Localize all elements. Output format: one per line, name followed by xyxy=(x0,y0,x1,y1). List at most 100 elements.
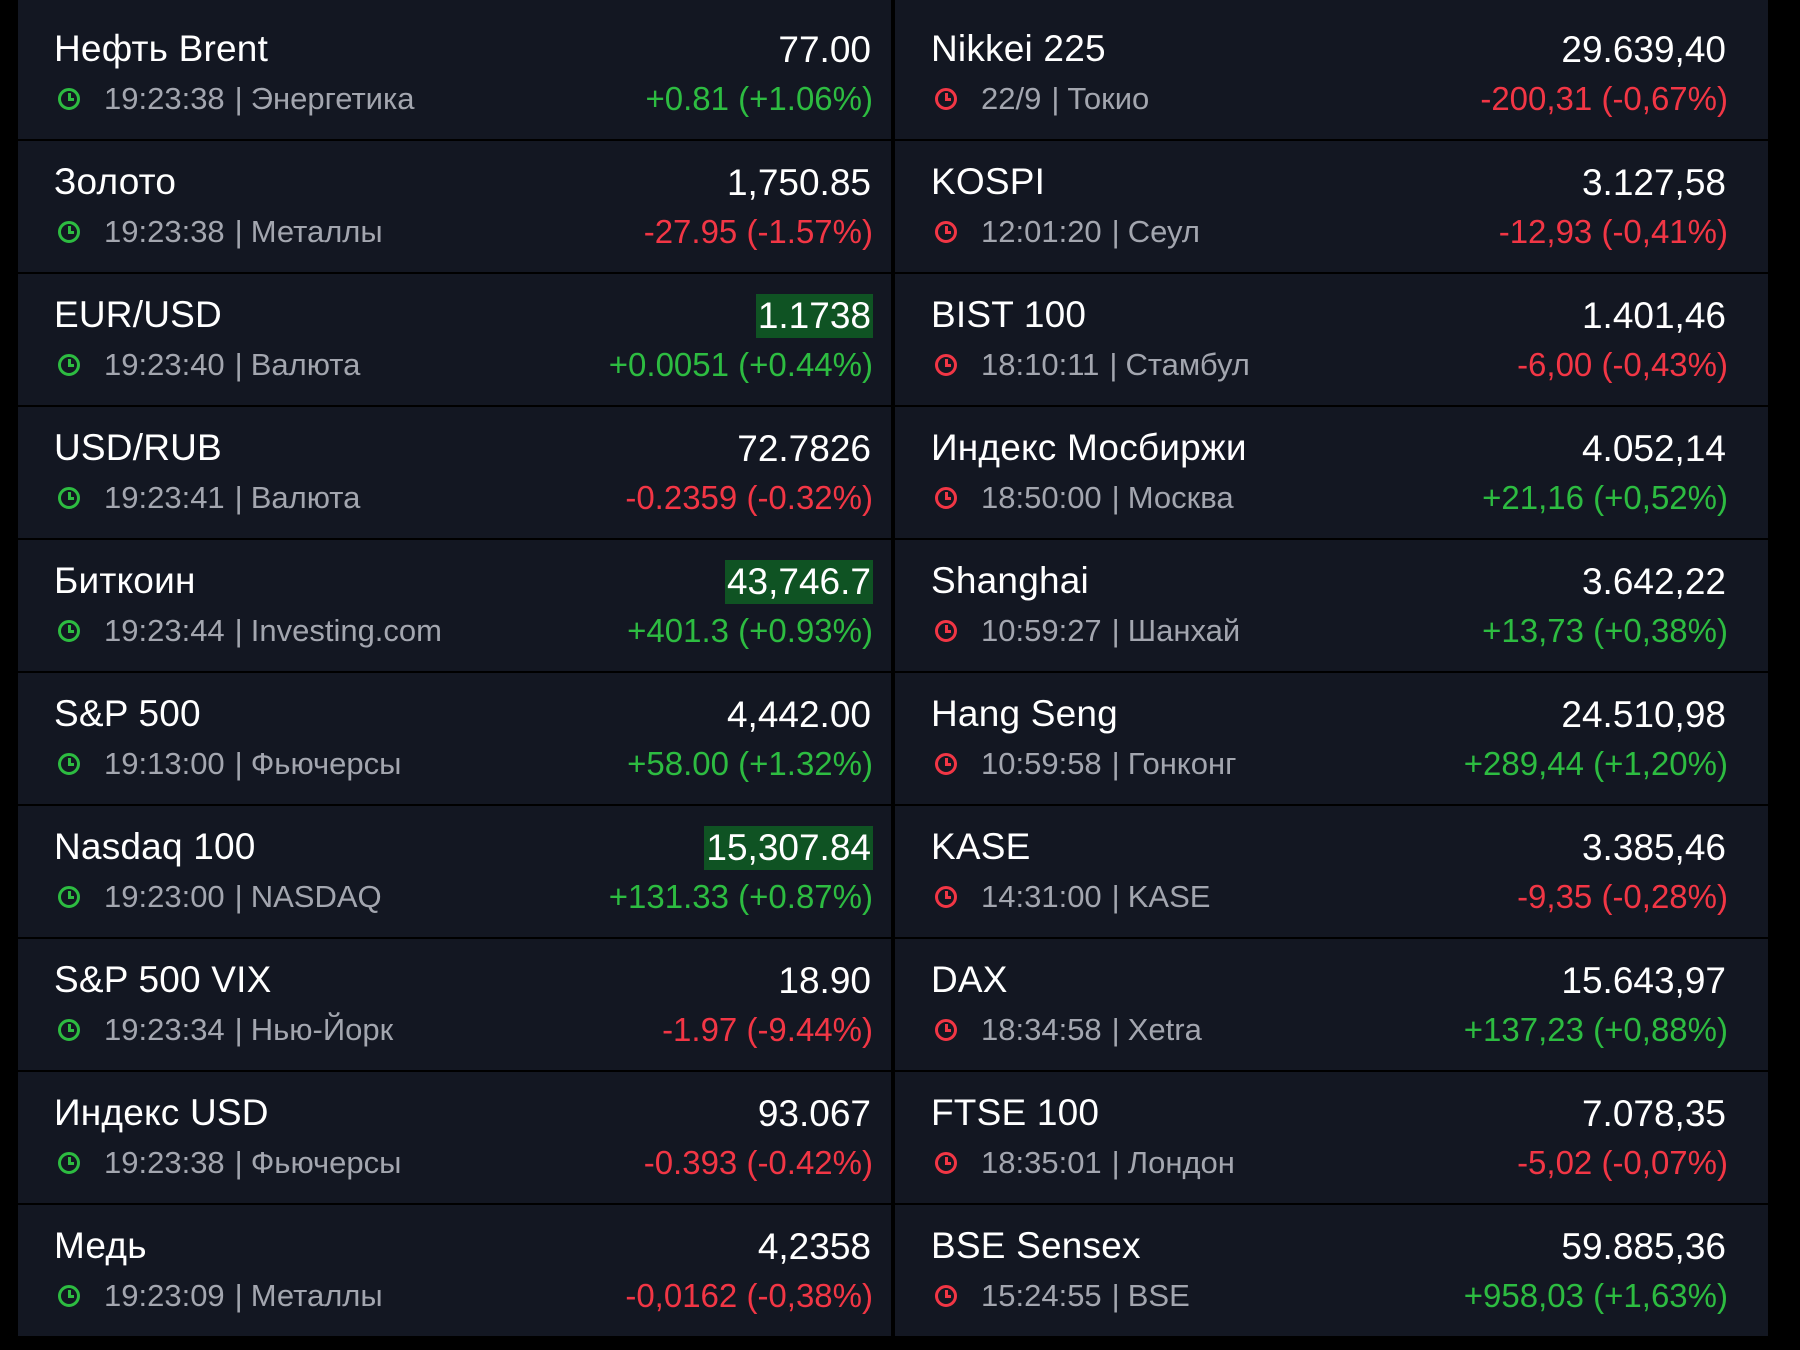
meta-separator: | xyxy=(1111,746,1120,781)
quote-time: 22/9 xyxy=(981,81,1042,116)
change-percent: (+0.44%) xyxy=(738,346,873,383)
change-percent: (-0.42%) xyxy=(746,1144,873,1181)
quote-change: +0.0051 (+0.44%) xyxy=(609,346,873,384)
quote-row[interactable]: Нефть Brent 19:23:38 | Энергетика 77.00 +0.81… xyxy=(18,8,891,139)
quote-price: 3.642,22 xyxy=(1581,561,1726,602)
meta-separator: | xyxy=(234,214,243,249)
quote-meta: 19:23:40 | Валюта xyxy=(58,347,360,383)
quote-row[interactable]: USD/RUB 19:23:41 | Валюта 72.7826 -0.2359 (-0… xyxy=(18,407,891,538)
quote-exchange: Лондон xyxy=(1127,1145,1235,1180)
change-value: +137,23 xyxy=(1463,1011,1584,1048)
quote-meta: 14:31:00 | KASE xyxy=(935,879,1210,915)
meta-separator: | xyxy=(1111,214,1120,249)
quote-meta: 18:50:00 | Москва xyxy=(935,480,1234,516)
quote-meta: 12:01:20 | Сеул xyxy=(935,214,1200,250)
quote-row[interactable]: Биткоин 19:23:44 | Investing.com 43,746.7 +40… xyxy=(18,540,891,671)
quote-meta: 19:13:00 | Фьючерсы xyxy=(58,746,401,782)
instrument-name: EUR/USD xyxy=(54,294,222,335)
quote-time: 18:50:00 xyxy=(981,480,1102,515)
change-percent: (+0,38%) xyxy=(1593,612,1728,649)
meta-separator: | xyxy=(234,879,243,914)
quote-price: 15.643,97 xyxy=(1561,960,1726,1001)
meta-separator: | xyxy=(1109,347,1118,382)
instrument-name: S&P 500 xyxy=(54,693,201,734)
quote-price: 77.00 xyxy=(778,29,871,70)
quote-price: 18.90 xyxy=(778,960,871,1001)
quote-price: 59.885,36 xyxy=(1561,1226,1726,1267)
quote-time: 10:59:27 xyxy=(981,613,1102,648)
quote-meta: 15:24:55 | BSE xyxy=(935,1278,1190,1314)
quote-change: +958,03 (+1,63%) xyxy=(1464,1277,1728,1315)
quote-exchange: Токио xyxy=(1067,81,1150,116)
instrument-name: Индекс USD xyxy=(54,1092,269,1133)
change-value: -200,31 xyxy=(1480,80,1593,117)
meta-separator: | xyxy=(234,1278,243,1313)
instrument-name: Нефть Brent xyxy=(54,28,269,69)
change-value: +289,44 xyxy=(1463,745,1584,782)
quote-meta: 19:23:09 | Металлы xyxy=(58,1278,383,1314)
quote-price: 4,2358 xyxy=(757,1226,871,1267)
change-percent: (+1.06%) xyxy=(738,80,873,117)
quote-price: 7.078,35 xyxy=(1581,1093,1726,1134)
quote-row[interactable]: BSE Sensex 15:24:55 | BSE 59.885,36 +958,03 (… xyxy=(895,1205,1768,1336)
quote-price: 3.127,58 xyxy=(1581,162,1726,203)
quote-row[interactable]: FTSE 100 18:35:01 | Лондон 7.078,35 -5,02 (-0… xyxy=(895,1072,1768,1203)
quote-row[interactable]: KOSPI 12:01:20 | Сеул 3.127,58 -12,93 (-0,41%… xyxy=(895,141,1768,272)
change-percent: (-0.32%) xyxy=(746,479,873,516)
quote-exchange: Стамбул xyxy=(1125,347,1250,382)
quote-meta: 10:59:27 | Шанхай xyxy=(935,613,1240,649)
quote-time: 18:34:58 xyxy=(981,1012,1102,1047)
change-value: +401.3 xyxy=(627,612,729,649)
quote-meta: 18:35:01 | Лондон xyxy=(935,1145,1235,1181)
quote-change: -6,00 (-0,43%) xyxy=(1517,346,1728,384)
quote-row[interactable]: Индекс Мосбиржи 18:50:00 | Москва 4.052,14 +2… xyxy=(895,407,1768,538)
change-value: +13,73 xyxy=(1482,612,1584,649)
quote-exchange: Xetra xyxy=(1127,1012,1202,1047)
meta-separator: | xyxy=(234,746,243,781)
clock-icon xyxy=(58,221,80,243)
quote-row[interactable]: BIST 100 18:10:11 | Стамбул 1.401,46 -6,00 (-… xyxy=(895,274,1768,405)
instrument-name: FTSE 100 xyxy=(931,1092,1100,1133)
quote-time: 19:23:00 xyxy=(104,879,225,914)
meta-separator: | xyxy=(234,480,243,515)
quote-change: +21,16 (+0,52%) xyxy=(1482,479,1728,517)
change-value: -9,35 xyxy=(1517,878,1593,915)
quote-exchange: Москва xyxy=(1127,480,1234,515)
clock-icon xyxy=(58,487,80,509)
quote-time: 14:31:00 xyxy=(981,879,1102,914)
clock-icon xyxy=(935,886,957,908)
quote-row[interactable]: Shanghai 10:59:27 | Шанхай 3.642,22 +13,73 (+… xyxy=(895,540,1768,671)
clock-icon xyxy=(58,1152,80,1174)
instrument-name: KOSPI xyxy=(931,161,1046,202)
instrument-name: S&P 500 VIX xyxy=(54,959,272,1000)
quote-row[interactable]: EUR/USD 19:23:40 | Валюта 1.1738 +0.0051 (+0.… xyxy=(18,274,891,405)
change-value: -6,00 xyxy=(1517,346,1593,383)
instrument-name: BSE Sensex xyxy=(931,1225,1141,1266)
clock-icon xyxy=(935,1152,957,1174)
clock-icon xyxy=(58,1285,80,1307)
clock-icon xyxy=(935,1019,957,1041)
change-percent: (-1.57%) xyxy=(746,213,873,250)
quote-row[interactable]: S&P 500 VIX 19:23:34 | Нью-Йорк 18.90 -1.97 (… xyxy=(18,939,891,1070)
change-percent: (-9.44%) xyxy=(746,1011,873,1048)
quote-row[interactable]: S&P 500 19:13:00 | Фьючерсы 4,442.00 +58.00 (… xyxy=(18,673,891,804)
quote-time: 10:59:58 xyxy=(981,746,1102,781)
quote-row[interactable]: KASE 14:31:00 | KASE 3.385,46 -9,35 (-0,28%) xyxy=(895,806,1768,937)
quote-price: 1.1738 xyxy=(755,294,873,338)
quote-row[interactable]: DAX 18:34:58 | Xetra 15.643,97 +137,23 (+0,88… xyxy=(895,939,1768,1070)
clock-icon xyxy=(935,221,957,243)
quote-row[interactable]: Hang Seng 10:59:58 | Гонконг 24.510,98 +289,4… xyxy=(895,673,1768,804)
change-value: +21,16 xyxy=(1482,479,1584,516)
change-value: +131.33 xyxy=(608,878,729,915)
clock-icon xyxy=(935,753,957,775)
change-value: -0,0162 xyxy=(625,1277,738,1314)
quote-price: 3.385,46 xyxy=(1581,827,1726,868)
quote-row[interactable]: Индекс USD 19:23:38 | Фьючерсы 93.067 -0.393 … xyxy=(18,1072,891,1203)
quote-row[interactable]: Nasdaq 100 19:23:00 | NASDAQ 15,307.84 +131.3… xyxy=(18,806,891,937)
quote-row[interactable]: Золото 19:23:38 | Металлы 1,750.85 -27.95 (-1… xyxy=(18,141,891,272)
change-value: -27.95 xyxy=(643,213,738,250)
quote-exchange: Валюта xyxy=(250,480,361,515)
quote-row[interactable]: Медь 19:23:09 | Металлы 4,2358 -0,0162 (-0,38… xyxy=(18,1205,891,1336)
quote-row[interactable]: Nikkei 225 22/9 | Токио 29.639,40 -200,31 (-0… xyxy=(895,8,1768,139)
quote-exchange: Investing.com xyxy=(250,613,442,648)
